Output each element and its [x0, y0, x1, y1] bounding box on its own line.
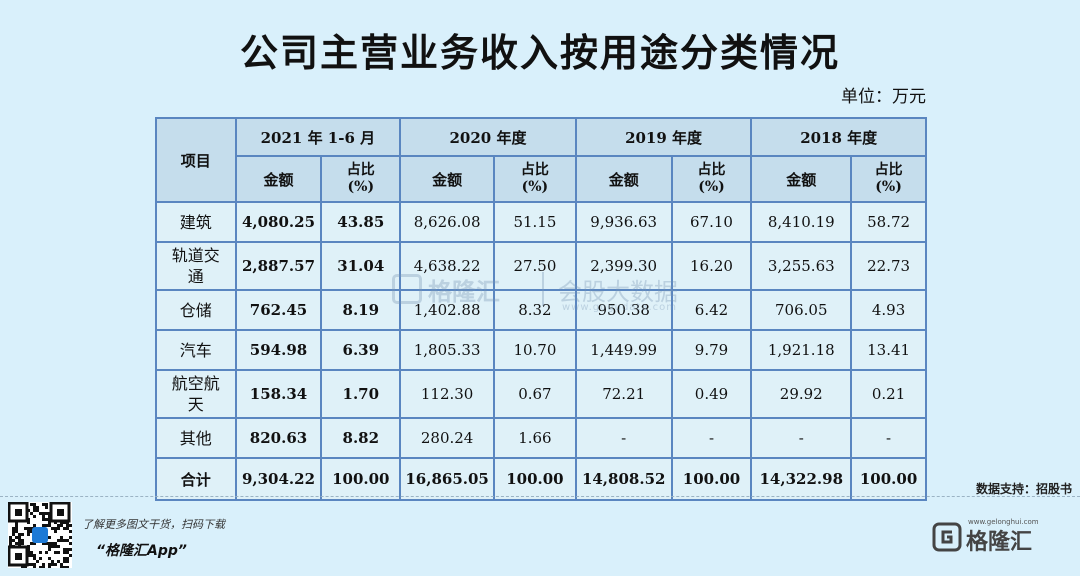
table-body: 建筑 4,080.25 43.85 8,626.08 51.15 9,936.63 67.1…	[155, 201, 927, 459]
brand-name: 格隆汇	[966, 530, 1033, 555]
table-cell: 72.21	[574, 369, 673, 419]
share-header: 占比 (%)	[850, 155, 927, 203]
table-cell: 8,626.08	[399, 201, 496, 243]
table-cell: 100.00	[850, 457, 927, 501]
table-cell: -	[574, 417, 673, 459]
table-row: 其他 820.63 8.82 280.24 1.66- - - -	[155, 417, 927, 459]
table-cell: 3,255.63	[750, 241, 853, 291]
header-row-metrics: 金额 占比 (%) 金额 占比 (%) 金额 占比 (%) 金额 占比 (%)	[156, 155, 927, 203]
table-cell: 0.49	[670, 369, 753, 419]
table-cell: 0.67	[493, 369, 577, 419]
amount-header: 金额	[234, 155, 323, 203]
revenue-table: 项目 2021 年 1-6 月 2020 年度 2019 年度 2018 年度 …	[155, 117, 927, 501]
table-cell: 100.00	[493, 457, 577, 501]
table-row: 轨道交通 2,887.57 31.04 4,638.22 27.50 2,399.30 16…	[155, 241, 927, 291]
amount-header: 金额	[574, 155, 673, 203]
table-cell: 0.21	[850, 369, 927, 419]
table-cell: 16.20	[670, 241, 753, 291]
amount-header: 金额	[750, 155, 853, 203]
table-cell: 13.41	[850, 329, 927, 371]
table-cell: 51.15	[493, 201, 577, 243]
table-row: 航空航天 158.34 1.70 112.30 0.67 72.21 0.49 29.92 0.…	[155, 369, 927, 419]
table-cell: 280.24	[399, 417, 496, 459]
table-cell: 594.98	[234, 329, 323, 371]
table-cell: 706.05	[750, 289, 853, 331]
row-label: 仓储	[155, 289, 237, 331]
table-cell: 14,808.52	[574, 457, 673, 501]
table-cell: 43.85	[320, 201, 402, 243]
table-cell: 67.10	[670, 201, 753, 243]
total-row: 合计 9,304.22 100.00 16,865.05 100.00 14,8…	[155, 457, 927, 501]
row-label: 航空航天	[155, 369, 237, 419]
amount-header: 金额	[399, 155, 496, 203]
table-cell: 22.73	[850, 241, 927, 291]
row-label: 轨道交通	[155, 241, 237, 291]
table-cell: -	[750, 417, 853, 459]
brand-logo: www.gelonghui.com 格隆汇	[932, 518, 1072, 555]
table-cell: 2,887.57	[234, 241, 323, 291]
table-cell: 4,638.22	[399, 241, 496, 291]
table-row: 仓储 762.45 8.19 1,402.88 8.32 950.38 6.42 706.05…	[155, 289, 927, 331]
share-header: 占比 (%)	[320, 155, 402, 203]
table-cell: 14,322.98	[750, 457, 853, 501]
table-cell: 2,399.30	[574, 241, 673, 291]
row-label: 汽车	[155, 329, 237, 371]
table-cell: 1,921.18	[750, 329, 853, 371]
table-cell: 4,080.25	[234, 201, 323, 243]
table-cell: 29.92	[750, 369, 853, 419]
item-header: 项目	[155, 117, 237, 203]
share-header: 占比 (%)	[670, 155, 753, 203]
table-cell: 100.00	[320, 457, 402, 501]
table-cell: 950.38	[574, 289, 673, 331]
table-cell: 762.45	[234, 289, 323, 331]
table-cell: 8,410.19	[750, 201, 853, 243]
table-cell: 820.63	[234, 417, 323, 459]
share-header: 占比 (%)	[493, 155, 577, 203]
table-cell: 58.72	[850, 201, 927, 243]
qr-code-icon[interactable]	[8, 502, 72, 568]
period-header: 2018 年度	[750, 117, 927, 157]
page-title: 公司主营业务收入按用途分类情况	[239, 31, 840, 75]
table-row: 建筑 4,080.25 43.85 8,626.08 51.15 9,936.63 67.1…	[155, 201, 927, 243]
app-name: “格隆汇App”	[96, 543, 187, 559]
table-cell: 27.50	[493, 241, 577, 291]
row-label: 建筑	[155, 201, 237, 243]
table-cell: 10.70	[493, 329, 577, 371]
total-label: 合计	[155, 457, 237, 501]
table-cell: 9,936.63	[574, 201, 673, 243]
table-cell: 31.04	[320, 241, 402, 291]
table-cell: 9.79	[670, 329, 753, 371]
table-cell: 6.42	[670, 289, 753, 331]
table-cell: 8.19	[320, 289, 402, 331]
brand-url: www.gelonghui.com	[968, 518, 1039, 526]
source-note: 数据支持：招股书	[975, 482, 1072, 496]
table-cell: 1.70	[320, 369, 402, 419]
footer-divider	[0, 496, 1080, 497]
table-cell: 8.32	[493, 289, 577, 331]
promo-text: 了解更多图文干货，扫码下载	[82, 518, 225, 531]
table-cell: 1,805.33	[399, 329, 496, 371]
table-cell: 9,304.22	[234, 457, 323, 501]
header-row-periods: 项目 2021 年 1-6 月 2020 年度 2019 年度 2018 年度	[155, 117, 927, 203]
table-cell: 8.82	[320, 417, 402, 459]
table-cell: 4.93	[850, 289, 927, 331]
table-cell: -	[850, 417, 927, 459]
period-header: 2019 年度	[574, 117, 753, 157]
table-cell: 1,402.88	[399, 289, 496, 331]
table-row: 汽车 594.98 6.39 1,805.33 10.70 1,449.99 9.79 1,9…	[155, 329, 927, 371]
table-cell: 1,449.99	[574, 329, 673, 371]
table-cell: 6.39	[320, 329, 402, 371]
table-cell: 158.34	[234, 369, 323, 419]
period-header: 2020 年度	[399, 117, 577, 157]
table-cell: 16,865.05	[399, 457, 496, 501]
table-cell: 112.30	[399, 369, 496, 419]
table-cell: -	[670, 417, 753, 459]
period-header: 2021 年 1-6 月	[234, 117, 402, 157]
unit-label: 单位：万元	[841, 87, 926, 107]
row-label: 其他	[155, 417, 237, 459]
brand-logo-icon	[932, 522, 962, 552]
table-cell: 100.00	[670, 457, 753, 501]
table-cell: 1.66	[493, 417, 577, 459]
